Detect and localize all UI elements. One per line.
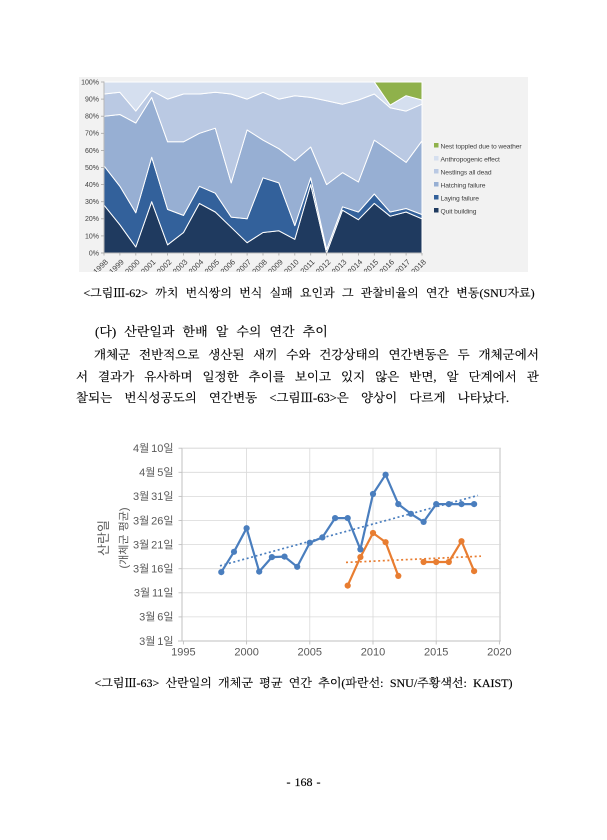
svg-text:(개체군 평균): (개체군 평균): [115, 508, 131, 569]
svg-text:60%: 60%: [85, 148, 99, 155]
svg-text:3월 26일: 3월 26일: [133, 512, 173, 528]
svg-text:Anthropogenic effect: Anthropogenic effect: [441, 157, 500, 164]
svg-text:3월 11일: 3월 11일: [134, 585, 174, 601]
svg-text:Quit building: Quit building: [441, 209, 477, 216]
svg-text:Nestlings all dead: Nestlings all dead: [441, 170, 492, 177]
svg-text:4월 10일: 4월 10일: [133, 440, 173, 456]
svg-text:1995: 1995: [171, 644, 195, 660]
svg-text:70%: 70%: [85, 131, 99, 138]
svg-text:2015: 2015: [424, 644, 448, 660]
svg-text:2005: 2005: [298, 644, 322, 660]
svg-text:Laying failure: Laying failure: [441, 196, 480, 203]
svg-text:3월 6일: 3월 6일: [139, 609, 173, 625]
svg-text:90%: 90%: [85, 97, 99, 104]
svg-text:50%: 50%: [85, 165, 99, 172]
svg-text:10%: 10%: [85, 233, 99, 240]
svg-text:3월 1일: 3월 1일: [139, 633, 173, 649]
svg-text:2018: 2018: [409, 258, 427, 272]
svg-text:3월 31일: 3월 31일: [133, 488, 173, 504]
svg-text:2010: 2010: [361, 644, 385, 660]
svg-text:Hatching failure: Hatching failure: [441, 183, 486, 190]
svg-text:Nest toppled due to weather: Nest toppled due to weather: [441, 144, 523, 151]
svg-text:2020: 2020: [487, 644, 511, 660]
svg-text:산란일: 산란일: [95, 520, 112, 556]
svg-text:2000: 2000: [234, 644, 258, 660]
svg-text:3월 21일: 3월 21일: [133, 536, 173, 552]
svg-text:80%: 80%: [85, 114, 99, 121]
svg-text:100%: 100%: [81, 79, 99, 86]
svg-text:40%: 40%: [85, 182, 99, 189]
svg-text:20%: 20%: [85, 216, 99, 223]
svg-text:30%: 30%: [85, 199, 99, 206]
svg-text:0%: 0%: [89, 250, 99, 257]
svg-text:3월 16일: 3월 16일: [133, 561, 173, 577]
svg-text:4월 5일: 4월 5일: [139, 464, 173, 480]
